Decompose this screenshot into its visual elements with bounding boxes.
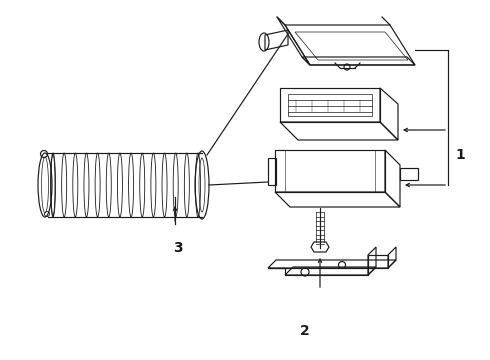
Text: 1: 1: [455, 148, 465, 162]
Text: 2: 2: [300, 324, 310, 338]
Text: 3: 3: [173, 241, 183, 255]
